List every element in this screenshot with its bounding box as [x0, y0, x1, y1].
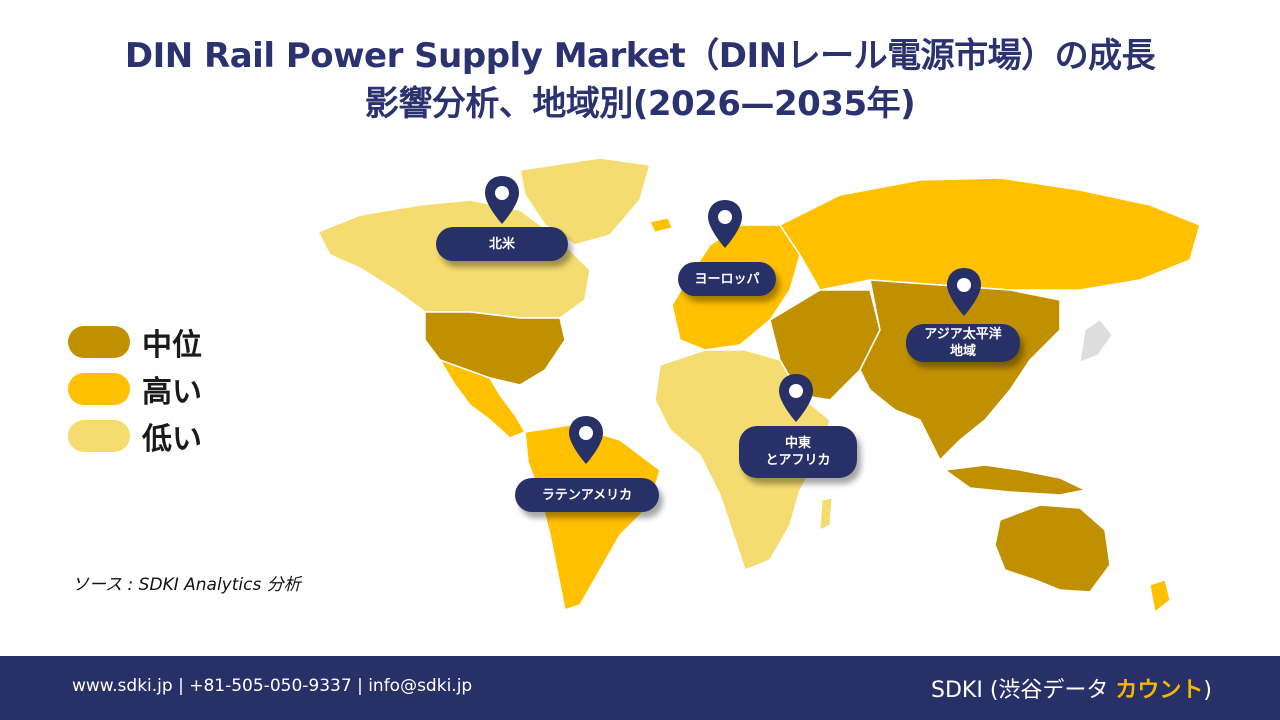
- australia-shape: [994, 504, 1111, 593]
- footer-brand: SDKI (渋谷データ カウント): [931, 672, 1212, 704]
- brand-accent: カウント: [1115, 678, 1204, 703]
- footer: www.sdki.jp | +81-505-050-9337 | info@sd…: [0, 656, 1280, 720]
- brand-suffix: ): [1203, 678, 1212, 703]
- legend-item-high: 高い: [68, 365, 202, 412]
- region-label-north-america: 北米: [436, 227, 568, 261]
- legend-swatch-low: [68, 419, 130, 452]
- map-pin-icon: [947, 268, 981, 316]
- legend-item-low: 低い: [68, 412, 202, 459]
- legend-swatch-medium: [68, 325, 130, 358]
- title-line-1: DIN Rail Power Supply Market（DINレール電源市場）…: [124, 36, 1156, 76]
- region-label-europe: ヨーロッパ: [678, 262, 776, 296]
- region-name-asia-pacific-2: 地域: [949, 344, 976, 359]
- region-name-latin-america: ラテンアメリカ: [541, 487, 633, 503]
- brand-prefix: SDKI (渋谷データ: [931, 678, 1116, 703]
- map-pin-icon: [485, 176, 519, 224]
- page-title: DIN Rail Power Supply Market（DINレール電源市場）…: [0, 32, 1280, 128]
- region-name-middle-east-1: 中東: [784, 436, 811, 451]
- indonesia-shape: [943, 464, 1088, 496]
- legend-label-low: 低い: [142, 421, 202, 457]
- map-pin-icon: [708, 200, 742, 248]
- japan-shape: [1079, 319, 1113, 363]
- map-pin-icon: [779, 374, 813, 422]
- region-name-north-america: 北米: [488, 236, 515, 252]
- legend: 中位 高い 低い: [68, 318, 202, 459]
- world-map: [316, 157, 1201, 613]
- map-pin-icon: [569, 416, 603, 464]
- region-label-latin-america: ラテンアメリカ: [515, 478, 659, 512]
- region-label-asia-pacific: アジア太平洋 地域: [906, 324, 1020, 362]
- usa-shape: [424, 311, 566, 386]
- region-label-middle-east-africa: 中東 とアフリカ: [739, 426, 857, 478]
- russia-shape: [778, 177, 1201, 291]
- madagascar-shape: [819, 497, 833, 531]
- region-name-europe: ヨーロッパ: [694, 271, 760, 287]
- footer-contact: www.sdki.jp | +81-505-050-9337 | info@sd…: [72, 676, 473, 696]
- greenland-shape: [519, 157, 651, 246]
- legend-swatch-high: [68, 372, 130, 405]
- region-name-asia-pacific-1: アジア太平洋: [924, 327, 1002, 342]
- mexico-shape: [438, 358, 527, 439]
- legend-item-medium: 中位: [68, 318, 202, 365]
- legend-label-high: 高い: [142, 374, 202, 410]
- region-name-middle-east-2: とアフリカ: [765, 453, 831, 468]
- new-zealand-shape: [1149, 579, 1171, 613]
- source-note: ソース : SDKI Analytics 分析: [72, 575, 301, 595]
- title-line-2: 影響分析、地域別(2026—2035年): [364, 84, 916, 124]
- iceland-shape: [649, 217, 673, 233]
- legend-label-medium: 中位: [142, 327, 202, 363]
